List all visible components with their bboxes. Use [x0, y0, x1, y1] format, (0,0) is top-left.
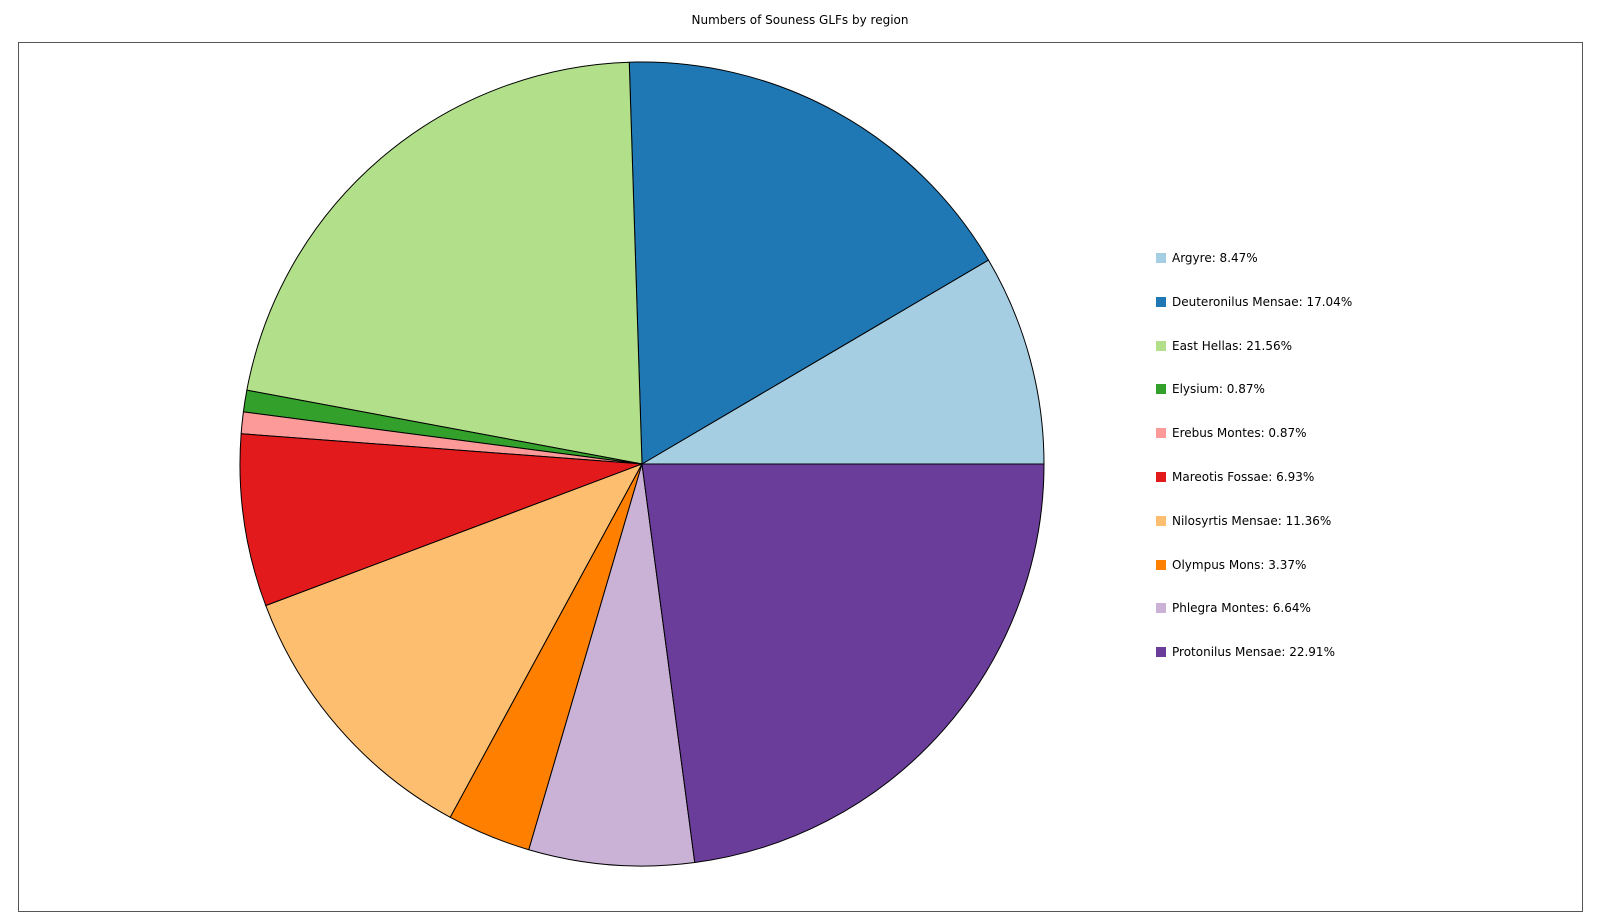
legend-item: Mareotis Fossae: 6.93% [1156, 469, 1456, 485]
legend-swatch [1156, 296, 1166, 307]
legend-label: Elysium: 0.87% [1172, 382, 1265, 397]
legend-item: Deuteronilus Mensae: 17.04% [1156, 294, 1456, 310]
legend-item: Protonilus Mensae: 22.91% [1156, 644, 1456, 660]
legend-item: Phlegra Montes: 6.64% [1156, 600, 1456, 616]
legend-swatch [1156, 253, 1166, 263]
legend-swatch [1156, 603, 1166, 614]
plot-frame [18, 42, 1583, 912]
legend-label: Erebus Montes: 0.87% [1172, 426, 1307, 441]
legend-label: Argyre: 8.47% [1172, 251, 1258, 265]
legend-label: Olympus Mons: 3.37% [1172, 557, 1307, 572]
legend-swatch [1156, 428, 1166, 439]
pie-slice-argyre [641, 259, 1045, 465]
pie-slice-protonilus-mensae [641, 463, 1045, 864]
legend-label: Phlegra Montes: 6.64% [1172, 601, 1311, 616]
pie-slice-deuteronilus-mensae [628, 61, 989, 465]
legend-swatch [1156, 340, 1166, 351]
legend-swatch [1156, 384, 1166, 395]
pie-slice-east-hellas [246, 61, 643, 465]
legend-swatch [1156, 559, 1166, 570]
legend-swatch [1156, 647, 1166, 658]
legend-label: Deuteronilus Mensae: 17.04% [1172, 294, 1353, 309]
legend-label: Nilosyrtis Mensae: 11.36% [1172, 513, 1332, 528]
legend-item: East Hellas: 21.56% [1156, 338, 1456, 354]
pie-slice-nilosyrtis-mensae [265, 463, 643, 818]
legend-label: Mareotis Fossae: 6.93% [1172, 470, 1315, 484]
pie-slice-phlegra-montes [528, 463, 696, 867]
legend-swatch [1156, 472, 1166, 482]
legend-item: Erebus Montes: 0.87% [1156, 425, 1456, 441]
legend-item: Elysium: 0.87% [1156, 381, 1456, 397]
legend-item: Nilosyrtis Mensae: 11.36% [1156, 513, 1456, 529]
legend-label: Protonilus Mensae: 22.91% [1172, 645, 1335, 660]
legend-item: Olympus Mons: 3.37% [1156, 557, 1456, 573]
legend-label: East Hellas: 21.56% [1172, 338, 1292, 353]
pie-slice-mareotis-fossae [239, 433, 643, 607]
legend-swatch [1156, 515, 1166, 526]
chart-title: Numbers of Souness GLFs by region [691, 13, 909, 27]
legend-item: Argyre: 8.47% [1156, 250, 1456, 266]
